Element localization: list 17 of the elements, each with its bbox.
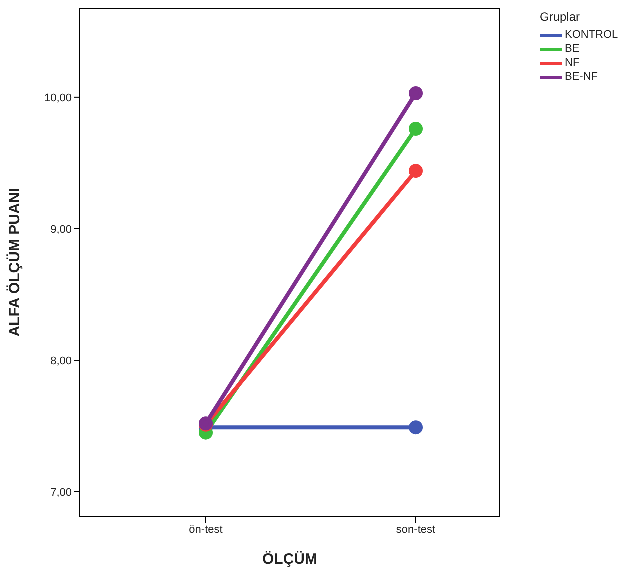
legend-label: KONTROL — [565, 29, 618, 41]
point — [409, 86, 423, 100]
point — [409, 164, 423, 178]
x-axis-title: ÖLÇÜM — [262, 551, 318, 568]
y-axis-title: ALFA ÖLÇÜM PUANI — [6, 188, 24, 337]
y-tick-label: 10,00 — [44, 92, 72, 104]
legend-label: BE — [565, 43, 580, 55]
y-tick-label: 8,00 — [50, 355, 72, 368]
x-tick-label: ön-test — [189, 524, 223, 536]
legend-label: BE-NF — [565, 71, 598, 83]
point — [409, 122, 423, 136]
point — [409, 420, 423, 435]
y-tick-label: 9,00 — [50, 224, 72, 236]
y-tick-label: 7,00 — [50, 486, 72, 499]
legend-label: NF — [565, 57, 580, 69]
x-tick-label: son-test — [396, 524, 436, 536]
legend-title: Gruplar — [540, 10, 582, 24]
